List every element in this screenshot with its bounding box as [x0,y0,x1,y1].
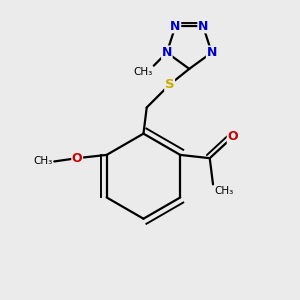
Text: N: N [170,20,181,33]
Text: O: O [227,130,238,143]
Text: O: O [72,152,83,165]
Text: CH₃: CH₃ [214,186,234,196]
Text: S: S [165,78,174,91]
Text: N: N [162,46,172,59]
Text: N: N [206,46,217,59]
Text: CH₃: CH₃ [133,67,152,77]
Text: CH₃: CH₃ [33,157,52,166]
Text: N: N [198,20,208,33]
